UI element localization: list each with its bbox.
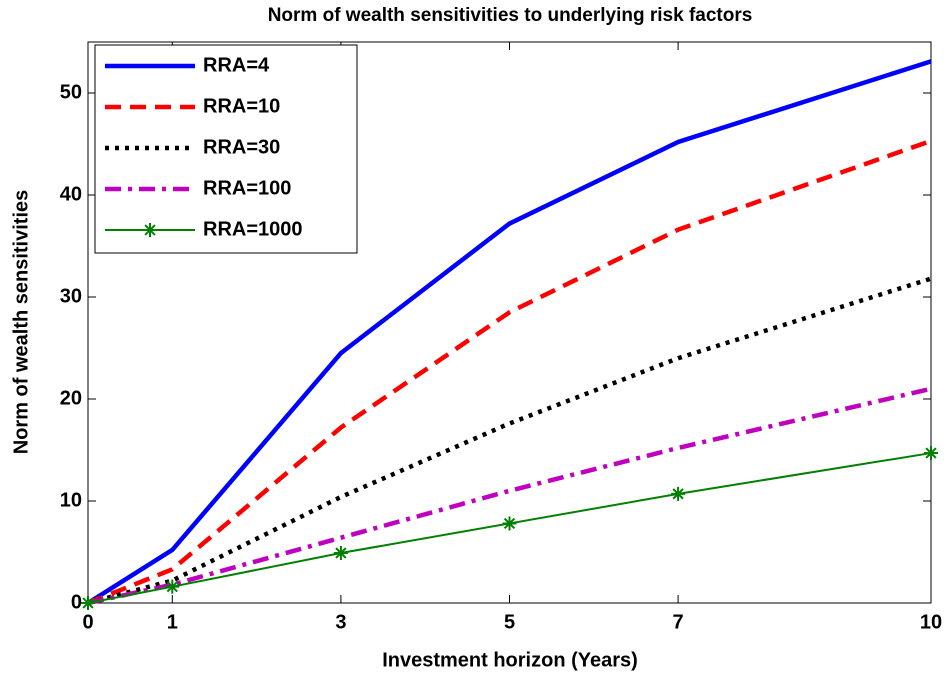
y-tick-label: 40: [60, 183, 82, 205]
y-axis-label: Norm of wealth sensitivities: [10, 190, 32, 455]
y-tick-label: 20: [60, 387, 82, 409]
series-line: [87, 452, 932, 604]
series-line: [87, 276, 932, 606]
legend-label: RRA=30: [203, 136, 280, 158]
x-axis-label: Investment horizon (Years): [382, 649, 638, 671]
x-tick-label: 1: [167, 611, 178, 633]
x-tick-label: 3: [335, 611, 346, 633]
marker: [671, 486, 686, 501]
y-tick-label: 0: [71, 591, 82, 613]
marker: [924, 446, 938, 461]
legend-label: RRA=1000: [203, 218, 303, 240]
y-tick-label: 30: [60, 285, 82, 307]
chart-title: Norm of wealth sensitivities to underlyi…: [268, 5, 753, 26]
legend-label: RRA=100: [203, 177, 291, 199]
y-tick-label: 50: [60, 81, 82, 103]
series-line: [87, 386, 932, 606]
marker: [502, 516, 517, 531]
marker: [143, 223, 157, 237]
x-tick-label: 0: [82, 611, 93, 633]
series-line: [86, 59, 932, 605]
series-line: [87, 138, 932, 606]
y-tick-label: 10: [60, 489, 82, 511]
marker: [333, 546, 348, 561]
marker: [165, 579, 180, 594]
marker: [81, 596, 95, 610]
legend-label: RRA=4: [203, 54, 270, 76]
x-tick-label: 5: [504, 611, 515, 633]
x-tick-label: 10: [920, 611, 942, 633]
legend-label: RRA=10: [203, 95, 280, 117]
x-tick-label: 7: [673, 611, 684, 633]
